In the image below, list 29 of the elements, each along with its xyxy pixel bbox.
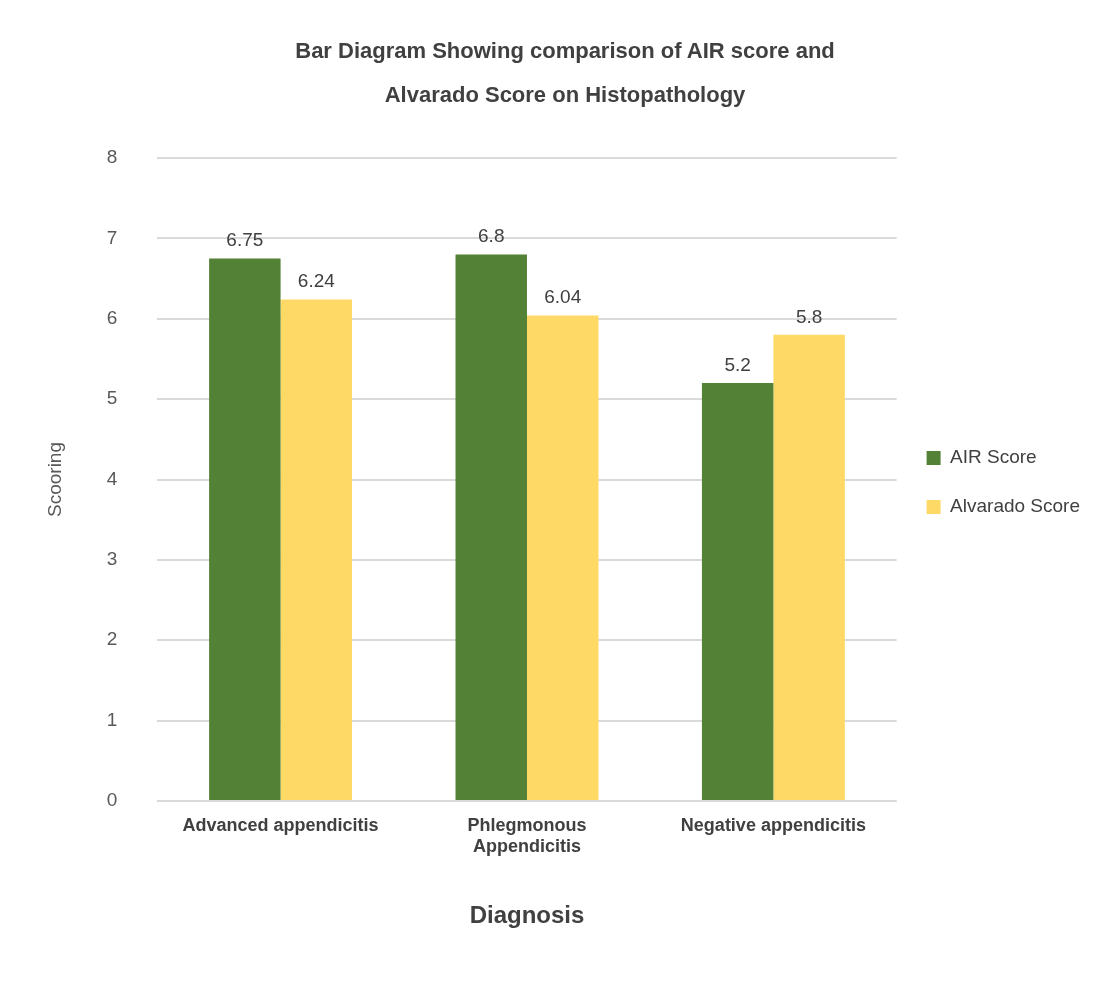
y-tick-label: 3 — [106, 548, 118, 570]
chart-title: Bar Diagram Showing comparison of AIR score and Alvarado Score on Histopathology — [295, 38, 835, 108]
y-tick-label: 5 — [106, 387, 118, 409]
y-axis-title: Scooring — [43, 442, 65, 517]
bar — [455, 254, 527, 800]
x-axis-title: Diagnosis — [469, 901, 585, 929]
y-tick-label: 2 — [106, 628, 118, 650]
x-tick-label: Negative appendicitis — [680, 814, 866, 835]
x-tick-label: Phlegmonous Appendicitis — [467, 814, 587, 857]
y-tick-label: 4 — [106, 467, 118, 489]
data-label: 6.75 — [226, 229, 264, 251]
bar — [280, 299, 353, 800]
bar — [526, 315, 599, 800]
bar — [209, 258, 281, 800]
data-label: 5.2 — [724, 353, 751, 375]
x-tick-label: Advanced appendicitis — [182, 814, 379, 835]
y-tick-label: 0 — [106, 789, 118, 811]
bar — [773, 334, 845, 800]
legend-label: Alvarado Score — [950, 495, 1080, 517]
data-label: 6.8 — [478, 225, 505, 247]
bar — [701, 383, 774, 800]
legend-label: AIR Score — [950, 446, 1037, 468]
y-tick-label: 8 — [106, 146, 118, 168]
data-label: 6.24 — [297, 270, 336, 292]
y-tick-label: 7 — [106, 226, 118, 248]
data-label: 6.04 — [544, 286, 582, 308]
y-tick-label: 1 — [106, 708, 118, 730]
data-label: 5.8 — [795, 305, 823, 327]
y-tick-label: 6 — [106, 306, 118, 328]
